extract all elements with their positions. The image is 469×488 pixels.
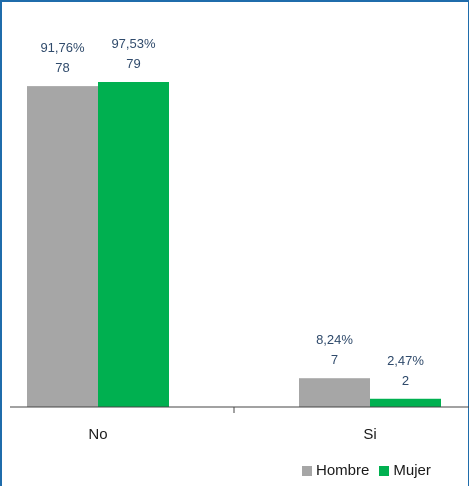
legend-item-mujer: Mujer [379,462,431,479]
data-label-count: 79 [126,56,140,71]
legend-label-mujer: Mujer [393,462,431,479]
legend-label-hombre: Hombre [316,462,370,479]
data-label-count: 7 [331,352,338,367]
bar-hombre-si [299,378,370,407]
data-label-pct: 8,24% [316,332,353,347]
legend-swatch-mujer [379,465,390,476]
data-label-count: 2 [402,373,409,388]
category-label-si: Si [363,426,376,443]
chart-legend: Hombre Mujer [302,462,431,479]
data-label-pct: 91,76% [40,40,85,55]
category-label-no: No [88,426,107,443]
bar-mujer-si [370,398,441,407]
bar-hombre-no [27,86,98,407]
data-label-count: 78 [55,60,69,75]
bar-mujer-no [98,82,169,407]
data-label-pct: 2,47% [387,353,424,368]
legend-swatch-hombre [302,465,312,476]
legend-item-hombre: Hombre [302,462,369,479]
data-label-pct: 97,53% [111,36,156,51]
